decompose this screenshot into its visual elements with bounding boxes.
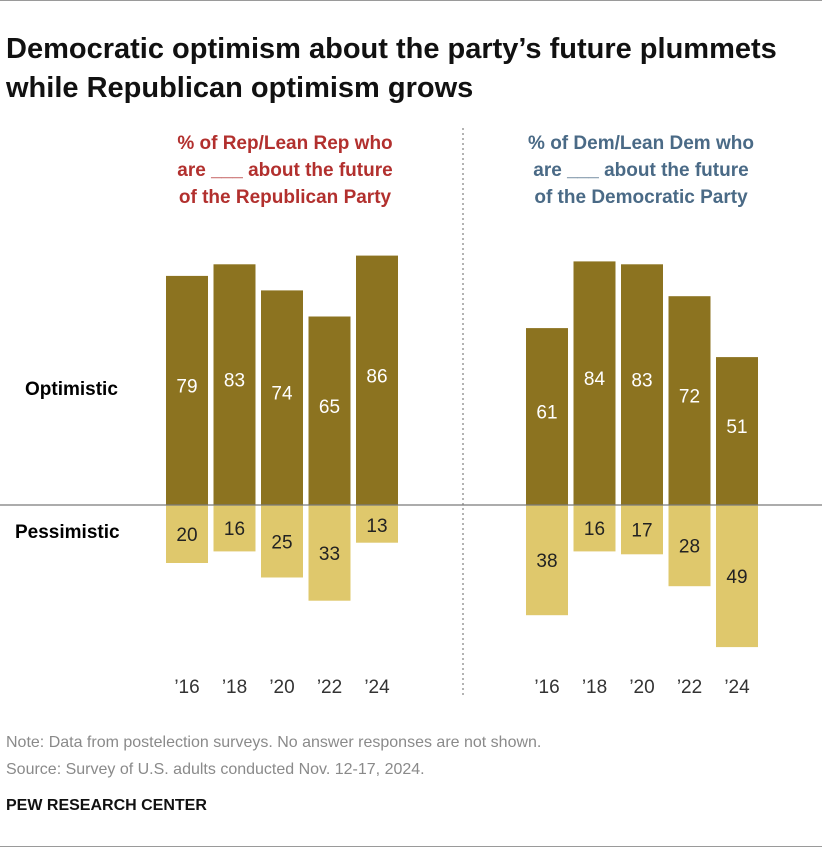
- data-label-optimistic: 84: [584, 369, 606, 390]
- bar-optimistic: [621, 264, 663, 505]
- data-label-optimistic: 79: [176, 376, 197, 397]
- x-tick-label: ’16: [174, 677, 199, 698]
- x-tick-label: ’20: [269, 677, 294, 698]
- bar-pessimistic: [213, 505, 256, 552]
- x-tick-label: ’20: [629, 677, 654, 698]
- bar-pessimistic: [716, 505, 758, 648]
- data-label-pessimistic: 28: [679, 537, 700, 558]
- bar-optimistic: [526, 328, 568, 505]
- bar-pessimistic: [308, 505, 351, 601]
- data-label-optimistic: 65: [319, 397, 340, 418]
- data-label-pessimistic: 16: [224, 519, 245, 540]
- x-tick-label: ’24: [364, 677, 390, 698]
- row-label-pessimistic: Pessimistic: [15, 522, 120, 543]
- data-label-pessimistic: 16: [584, 519, 605, 540]
- panel-subtitle-line: are ___ about the future: [177, 160, 392, 181]
- bar-pessimistic: [166, 505, 208, 563]
- bar-optimistic: [573, 261, 616, 505]
- data-label-optimistic: 83: [224, 371, 245, 392]
- data-label-pessimistic: 13: [366, 516, 387, 537]
- bar-optimistic: [261, 290, 303, 505]
- data-label-pessimistic: 25: [271, 532, 292, 553]
- bar-pessimistic: [668, 505, 711, 587]
- bar-optimistic: [356, 255, 398, 505]
- top-rule: [0, 0, 822, 1]
- data-label-optimistic: 86: [366, 366, 387, 387]
- brand-logo-text: PEW RESEARCH CENTER: [6, 797, 207, 814]
- bar-pessimistic: [261, 505, 303, 578]
- data-label-optimistic: 51: [726, 417, 747, 438]
- data-label-pessimistic: 33: [319, 544, 340, 565]
- bar-pessimistic: [573, 505, 616, 552]
- x-tick-label: ’16: [534, 677, 559, 698]
- bar-optimistic: [213, 264, 256, 505]
- data-label-optimistic: 61: [536, 403, 557, 424]
- panel-subtitle-line: are ___ about the future: [533, 160, 748, 181]
- panel-subtitle-line: % of Rep/Lean Rep who: [177, 133, 392, 154]
- data-label-optimistic: 83: [631, 371, 652, 392]
- bar-optimistic: [166, 275, 208, 505]
- bar-optimistic: [668, 296, 711, 505]
- data-label-pessimistic: 17: [631, 521, 652, 542]
- panel-subtitle-line: of the Democratic Party: [534, 187, 748, 208]
- data-label-pessimistic: 20: [176, 525, 197, 546]
- bar-pessimistic: [526, 505, 568, 616]
- x-tick-label: ’18: [582, 677, 607, 698]
- x-tick-label: ’22: [317, 677, 342, 698]
- panel-subtitle-line: of the Republican Party: [179, 187, 392, 208]
- bar-pessimistic: [621, 505, 663, 555]
- data-label-optimistic: 74: [271, 384, 293, 405]
- bottom-rule: [0, 846, 822, 847]
- data-label-pessimistic: 49: [726, 567, 747, 588]
- data-label-optimistic: 72: [679, 387, 700, 408]
- x-tick-label: ’18: [222, 677, 247, 698]
- source-note: Source: Survey of U.S. adults conducted …: [6, 761, 425, 778]
- bar-optimistic: [716, 357, 758, 505]
- x-tick-label: ’22: [677, 677, 702, 698]
- bar-optimistic: [308, 316, 351, 505]
- footnote: Note: Data from postelection surveys. No…: [6, 734, 542, 751]
- data-label-pessimistic: 38: [536, 551, 557, 572]
- panel-subtitle-line: % of Dem/Lean Dem who: [528, 133, 754, 154]
- row-label-optimistic: Optimistic: [25, 379, 118, 400]
- bar-pessimistic: [356, 505, 398, 543]
- chart-title: Democratic optimism about the party’s fu…: [6, 33, 777, 104]
- x-tick-label: ’24: [724, 677, 750, 698]
